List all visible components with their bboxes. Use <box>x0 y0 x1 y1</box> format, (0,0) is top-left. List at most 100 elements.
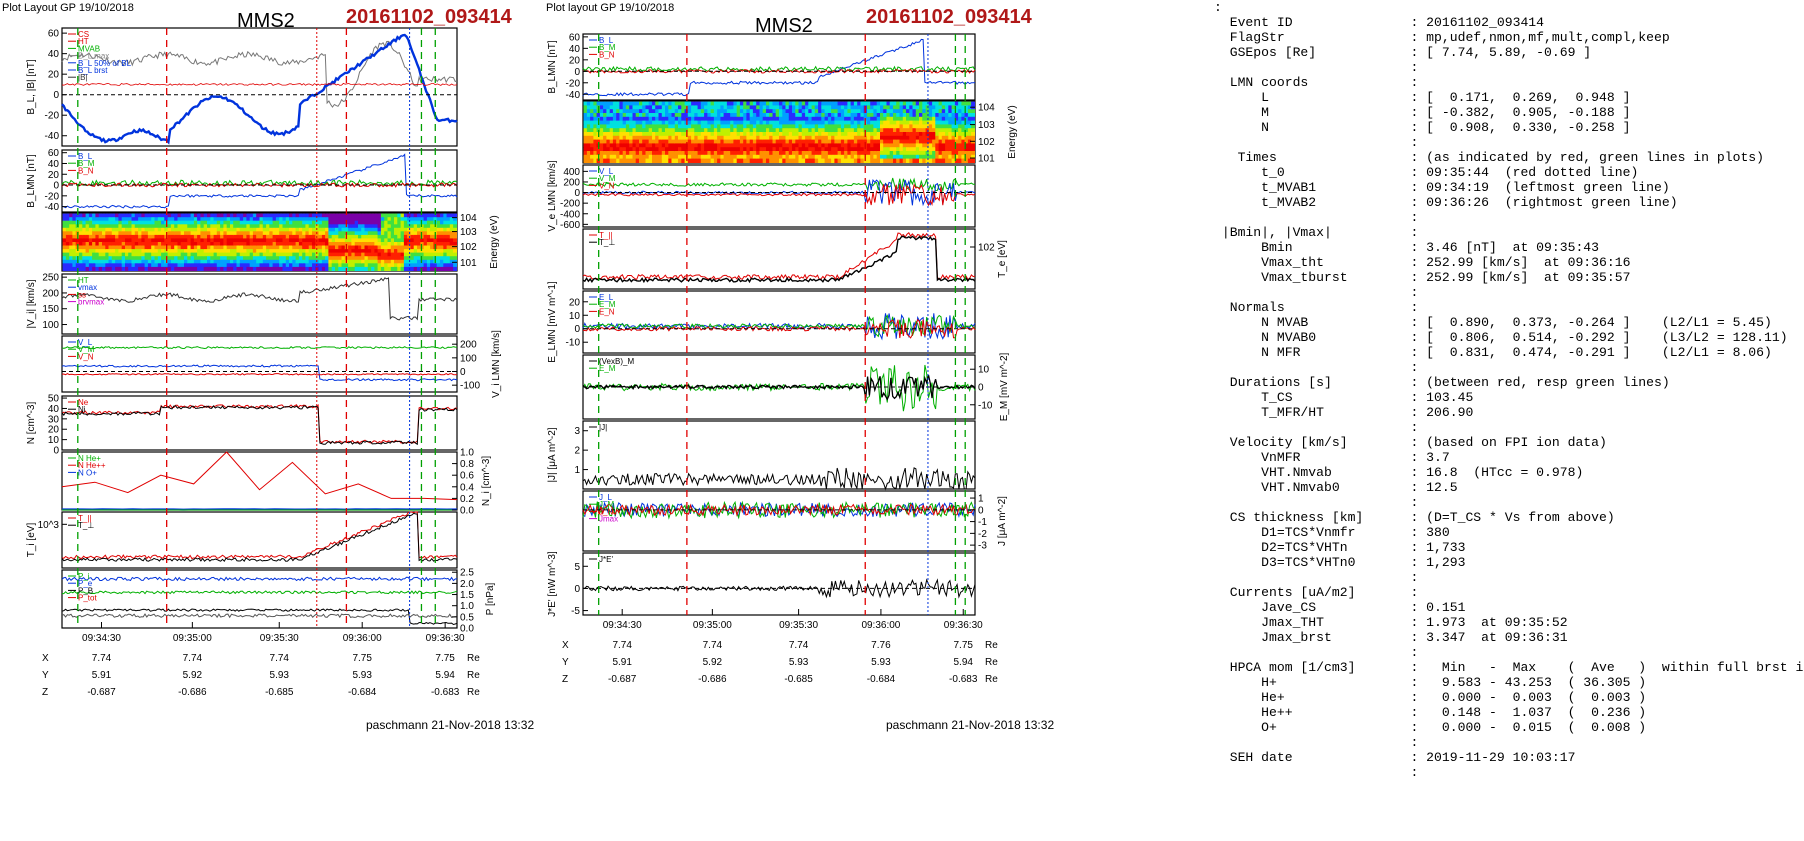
spectrogram-cell <box>938 113 943 118</box>
spectrogram-cell <box>92 238 96 243</box>
spectrogram-cell <box>922 116 927 122</box>
spectrogram-cell <box>954 120 959 125</box>
spectrogram-cell <box>413 256 418 261</box>
spectrogram-cell <box>769 151 774 156</box>
spectrogram-cell <box>928 158 933 163</box>
spectrogram-cell <box>144 227 149 232</box>
spectrogram-cell <box>951 139 956 144</box>
panel-frame <box>61 27 458 147</box>
spectrogram-cell <box>798 132 803 137</box>
spectrogram-cell <box>170 245 175 250</box>
spectrogram-cell <box>902 132 907 137</box>
spectrogram-cell <box>873 124 878 129</box>
spectrogram-cell <box>246 238 251 243</box>
spectrogram-cell <box>289 238 293 243</box>
spectrogram-cell <box>236 238 241 243</box>
spectrogram-cell <box>193 224 198 229</box>
spectrogram-cell <box>207 245 211 250</box>
spectrogram-cell <box>121 259 126 264</box>
spectrogram-cell <box>671 135 676 141</box>
axis-label: J [μA m^-2] <box>997 496 1008 546</box>
spectrogram-cell <box>134 224 139 229</box>
spectrogram-cell <box>289 220 293 225</box>
spectrogram-cell <box>141 231 146 236</box>
spectrogram-cell <box>795 147 800 152</box>
tick-label: 40 <box>569 44 581 55</box>
spectrogram-cell <box>661 105 666 110</box>
spectrogram-cell <box>961 143 966 148</box>
spectrogram-cell <box>808 143 813 148</box>
spectrogram-cell <box>223 249 228 254</box>
tick-label: 200 <box>42 288 59 299</box>
spectrogram-cell <box>893 101 897 106</box>
spectrogram-cell <box>72 263 77 268</box>
spectrogram-cell <box>111 266 116 271</box>
spectrogram-cell <box>65 252 70 257</box>
spectrogram-cell <box>801 116 806 122</box>
coord-value: -0.684 <box>867 674 896 685</box>
spectrogram-cell <box>678 132 682 137</box>
spectrogram-cell <box>625 143 630 148</box>
spectrogram-cell <box>426 252 431 257</box>
spectrogram-cell <box>174 220 179 225</box>
spectrogram-cell <box>151 252 156 257</box>
spectrogram-cell <box>400 220 405 225</box>
spectrogram-cell <box>236 266 241 271</box>
spectrogram-cell <box>292 259 297 264</box>
spectrogram-cell <box>678 105 682 110</box>
spectrogram-cell <box>775 113 780 118</box>
spectrogram-cell <box>860 113 865 118</box>
spectrogram-cell <box>779 154 783 160</box>
coord-value: 5.93 <box>789 657 809 668</box>
tick-label: 200 <box>563 177 580 188</box>
spectrogram-cell <box>102 252 106 257</box>
spectrogram-cell <box>674 116 679 122</box>
spectrogram-cell <box>407 224 412 229</box>
spectrogram-cell <box>436 245 441 250</box>
coord-value: -0.684 <box>348 687 377 698</box>
spectrogram-cell <box>259 213 264 218</box>
spectrogram-cell <box>230 238 234 243</box>
spectrogram-cell <box>292 245 297 250</box>
spectrogram-cell <box>292 252 297 257</box>
spectrogram-cell <box>814 158 819 163</box>
spectrogram-cell <box>723 124 728 129</box>
spectrogram-cell <box>361 224 366 229</box>
spectrogram-cell <box>98 245 103 250</box>
spectrogram-cell <box>668 158 673 163</box>
spectrogram-cell <box>403 266 408 271</box>
spectrogram-cell <box>377 249 382 254</box>
spectrogram-cell <box>374 252 379 257</box>
panel-frame <box>582 290 976 354</box>
spectrogram-cell <box>118 220 123 225</box>
spectrogram-cell <box>230 249 234 254</box>
spectrogram-cell <box>831 124 835 129</box>
spectrogram-cell <box>380 249 385 254</box>
spectrogram-cell <box>443 259 448 264</box>
spectrogram-cell <box>118 266 123 271</box>
legend-label: B_L <box>599 36 614 45</box>
spectrogram-cell <box>213 245 218 250</box>
spectrogram-cell <box>180 263 185 268</box>
spectrogram-cell <box>141 252 146 257</box>
spectrogram-cell <box>111 249 116 254</box>
spectrogram-cell <box>818 147 822 152</box>
spectrogram-cell <box>860 120 865 125</box>
spectrogram-cell <box>82 242 87 247</box>
spectrogram-cell <box>945 143 949 148</box>
spectrogram-cell <box>616 113 621 118</box>
spectrogram-cell <box>687 154 692 160</box>
spectrogram-cell <box>906 113 910 118</box>
spectrogram-cell <box>256 249 261 254</box>
spectrogram-cell <box>749 139 754 144</box>
spectrogram-cell <box>134 256 139 261</box>
spectrogram-cell <box>837 128 842 133</box>
spectrogram-cell <box>658 147 663 152</box>
spectrogram-cell <box>108 224 113 229</box>
spectrogram-cell <box>932 124 936 129</box>
spectrogram-cell <box>443 266 448 271</box>
spectrogram-cell <box>951 120 956 125</box>
spectrogram-cell <box>252 213 257 218</box>
spectrogram-cell <box>899 132 904 137</box>
spectrogram-cell <box>642 124 647 129</box>
